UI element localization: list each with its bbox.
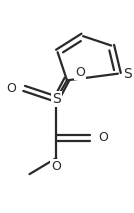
Text: O: O bbox=[98, 131, 108, 144]
Text: O: O bbox=[75, 66, 85, 79]
Text: S: S bbox=[52, 92, 61, 106]
Text: O: O bbox=[51, 160, 61, 173]
Text: O: O bbox=[6, 82, 16, 95]
Text: S: S bbox=[123, 67, 132, 81]
